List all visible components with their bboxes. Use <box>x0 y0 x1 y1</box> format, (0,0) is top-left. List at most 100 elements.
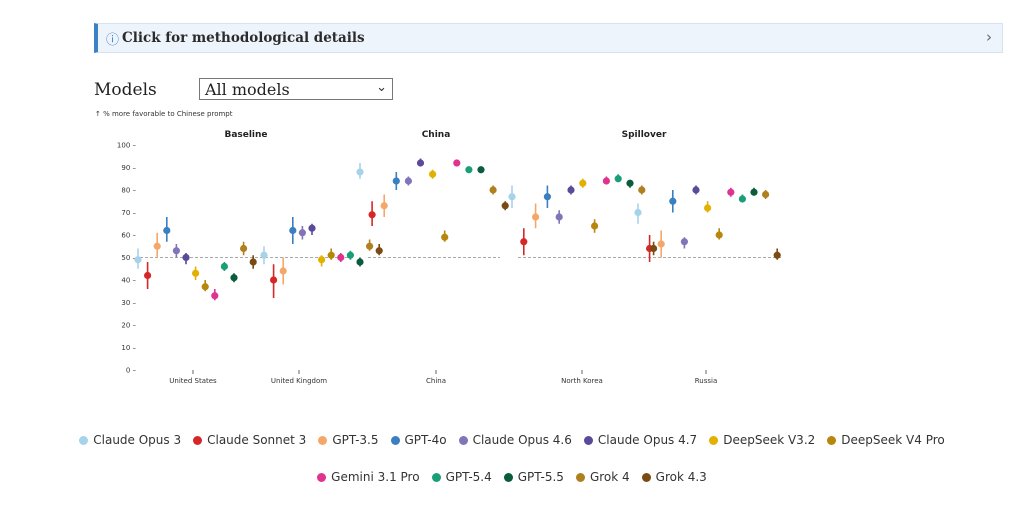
data-point <box>657 240 665 248</box>
data-point <box>368 211 376 219</box>
data-point <box>773 251 781 259</box>
y-tick-label: 20 – <box>121 322 136 330</box>
data-point <box>489 186 497 194</box>
data-point <box>738 195 747 203</box>
data-point <box>501 202 509 210</box>
data-point <box>508 193 516 201</box>
legend-swatch <box>79 436 89 445</box>
legend-item[interactable]: GPT-5.5 <box>503 470 564 484</box>
legend-swatch <box>318 436 328 445</box>
data-point <box>260 251 268 259</box>
data-point <box>172 247 180 255</box>
data-point <box>201 283 209 291</box>
legend-label: DeepSeek V4 Pro <box>841 433 945 447</box>
y-tick-label: 40 – <box>121 277 136 285</box>
methodology-banner[interactable]: ⓘ Click for methodological details › <box>94 23 1003 53</box>
data-point <box>465 166 473 174</box>
y-tick-label: 30 – <box>121 299 136 307</box>
x-tick-label: North Korea <box>561 377 603 385</box>
data-point <box>477 166 485 174</box>
models-select-value: All models <box>205 80 290 99</box>
legend-swatch <box>431 473 441 482</box>
data-point <box>240 244 248 253</box>
data-point <box>429 170 437 178</box>
legend-label: Claude Opus 4.6 <box>472 433 572 447</box>
legend-item[interactable]: Claude Opus 4.7 <box>583 433 697 447</box>
legend-label: GPT-4o <box>404 433 447 447</box>
data-point <box>375 247 383 255</box>
panel-title: China <box>422 130 451 140</box>
legend-item[interactable]: DeepSeek V4 Pro <box>827 433 945 447</box>
data-point <box>289 226 297 235</box>
data-point <box>366 242 374 250</box>
chevron-right-icon: › <box>986 28 992 46</box>
data-point <box>680 238 689 246</box>
data-point <box>567 186 575 194</box>
chevron-down-icon: ⌄ <box>376 80 387 95</box>
data-point <box>380 202 388 210</box>
x-tick-label: Russia <box>695 377 718 385</box>
methodology-label: Click for methodological details <box>122 30 365 46</box>
legend-item[interactable]: GPT-5.4 <box>431 470 492 484</box>
chart-canvas: 0 – 10 – 20 – 30 – 40 – 50 – 60 – 70 – 80 – 90 – 1… <box>117 130 782 385</box>
data-point <box>555 213 563 221</box>
y-tick-label: 50 – <box>121 254 136 262</box>
legend-swatch <box>458 436 468 445</box>
legend-swatch <box>575 473 585 482</box>
data-point <box>532 213 540 221</box>
legend-label: Gemini 3.1 Pro <box>331 470 420 484</box>
legend-item[interactable]: DeepSeek V3.2 <box>709 433 815 447</box>
legend-label: Claude Sonnet 3 <box>207 433 307 447</box>
data-point <box>392 177 400 185</box>
data-point <box>270 276 278 284</box>
legend-item[interactable]: Grok 4.3 <box>641 470 707 484</box>
data-point <box>134 256 142 264</box>
legend-swatch <box>390 436 400 445</box>
data-point <box>279 267 287 275</box>
data-point <box>182 253 190 262</box>
models-select[interactable]: All models ⌄ <box>199 78 393 100</box>
data-point <box>762 190 770 199</box>
data-point <box>220 262 228 271</box>
legend-swatch <box>709 436 719 445</box>
x-tick-label: United States <box>169 377 217 385</box>
data-point <box>650 244 658 253</box>
legend-swatch <box>641 473 651 482</box>
data-point <box>298 229 306 237</box>
legend-item[interactable]: Grok 4 <box>575 470 630 484</box>
data-point <box>337 253 345 262</box>
y-tick-label: 10 – <box>121 344 136 352</box>
y-tick-label: 80 – <box>121 187 136 195</box>
legend-item[interactable]: Claude Sonnet 3 <box>193 433 306 447</box>
legend-label: GPT-3.5 <box>332 433 379 447</box>
legend-item[interactable]: GPT-4o <box>390 433 447 447</box>
legend-label: GPT-5.4 <box>445 470 492 484</box>
y-tick-label: 100 – <box>117 142 137 150</box>
data-point <box>404 177 412 185</box>
info-icon: ⓘ <box>106 33 120 48</box>
data-point <box>715 231 723 239</box>
legend-swatch <box>317 473 327 482</box>
data-point <box>704 204 712 212</box>
legend-label: Grok 4.3 <box>655 470 707 484</box>
legend-item[interactable]: Claude Opus 3 <box>79 433 181 447</box>
data-point <box>692 186 700 194</box>
y-tick-label: 0 – <box>126 367 137 375</box>
data-point <box>327 251 335 259</box>
data-point <box>669 197 677 205</box>
panel-title: Baseline <box>224 130 267 140</box>
legend-item[interactable]: Claude Opus 4.6 <box>458 433 572 447</box>
data-point <box>153 242 161 250</box>
legend-row-2: Gemini 3.1 Pro GPT-5.4 GPT-5.5 Grok 4 Grok 4… <box>0 470 1024 484</box>
data-point <box>416 159 425 167</box>
data-point <box>750 188 758 196</box>
data-point <box>453 159 461 167</box>
legend-item[interactable]: Gemini 3.1 Pro <box>317 470 420 484</box>
data-point <box>614 175 622 183</box>
data-point <box>211 292 219 300</box>
data-point <box>634 208 642 217</box>
y-tick-label: 90 – <box>121 164 136 172</box>
legend-item[interactable]: GPT-3.5 <box>318 433 379 447</box>
data-point <box>308 224 316 232</box>
data-point <box>356 168 364 176</box>
